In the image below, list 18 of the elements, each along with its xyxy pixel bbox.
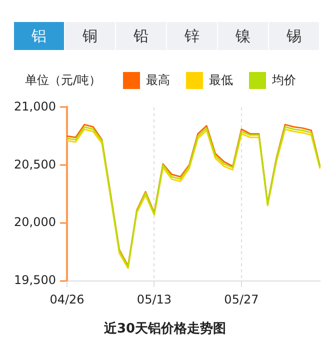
text: 锌 <box>167 22 217 50</box>
text: 铝 <box>14 22 64 50</box>
x-tick-label: 05/13 <box>136 292 172 306</box>
text: 铜 <box>65 22 115 50</box>
legend-label: 最低 <box>209 72 234 89</box>
x-tick-label: 04/26 <box>50 292 84 306</box>
y-tick-label: 20,000 <box>14 215 56 230</box>
x-tick-label: 05/27 <box>224 292 259 306</box>
text: 锡 <box>269 22 319 50</box>
legend-label: 最高 <box>146 72 170 89</box>
legend-label: 均价 <box>272 72 296 89</box>
y-axis-title: 单位（元/吨） <box>25 72 102 89</box>
text: 铅 <box>116 22 166 50</box>
text: 近30天铝价格走势图 <box>102 320 226 337</box>
y-tick-label: 20,500 <box>14 157 56 172</box>
text: 镍 <box>218 22 268 50</box>
y-tick-label: 21,000 <box>14 99 56 114</box>
y-tick-label: 19,500 <box>14 273 56 288</box>
